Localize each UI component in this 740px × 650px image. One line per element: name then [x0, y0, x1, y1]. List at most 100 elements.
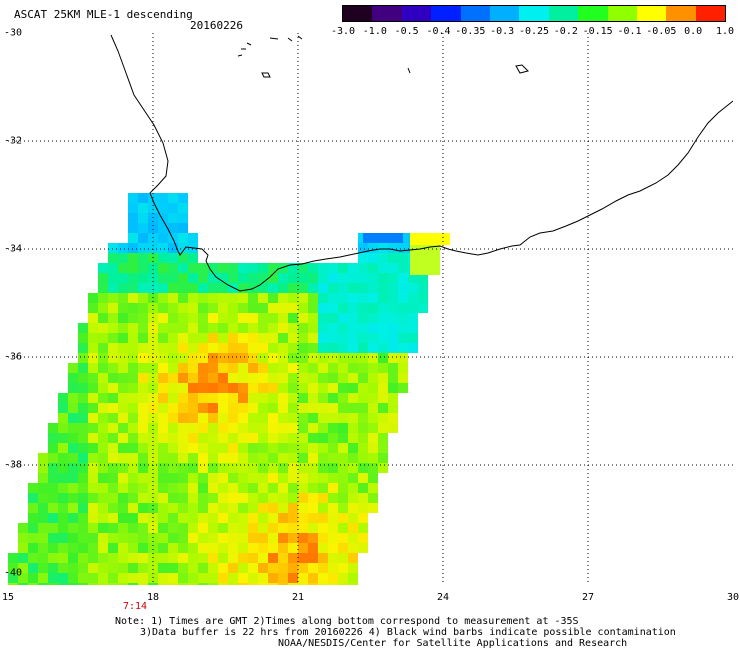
- wind-cell: [268, 343, 278, 353]
- wind-cell: [358, 543, 368, 553]
- wind-cell: [138, 273, 148, 283]
- wind-cell: [238, 543, 248, 553]
- wind-cell: [188, 563, 198, 573]
- wind-cell: [258, 263, 268, 273]
- wind-cell: [198, 483, 208, 493]
- wind-cell: [48, 553, 58, 563]
- wind-cell: [158, 223, 168, 233]
- wind-cell: [368, 393, 378, 403]
- wind-cell: [78, 513, 88, 523]
- wind-cell: [58, 443, 68, 453]
- wind-cell: [128, 453, 138, 463]
- wind-cell: [238, 363, 248, 373]
- wind-cell: [208, 283, 218, 293]
- wind-cell: [318, 273, 328, 283]
- wind-cell: [208, 513, 218, 523]
- wind-cell: [228, 443, 238, 453]
- wind-cell: [338, 533, 348, 543]
- wind-cell: [148, 203, 158, 213]
- wind-cell: [338, 283, 348, 293]
- wind-cell: [178, 453, 188, 463]
- wind-cell: [408, 313, 418, 323]
- wind-cell: [118, 293, 128, 303]
- wind-cell: [358, 363, 368, 373]
- wind-cell: [178, 523, 188, 533]
- wind-cell: [308, 493, 318, 503]
- gridlines: [8, 33, 733, 585]
- wind-cell: [28, 563, 38, 573]
- colorbar-tick-label: -0.25: [518, 26, 550, 37]
- wind-cell: [168, 363, 178, 373]
- wind-cell: [228, 293, 238, 303]
- wind-cell: [188, 393, 198, 403]
- wind-cell: [148, 403, 158, 413]
- wind-cell: [228, 363, 238, 373]
- wind-cell: [108, 253, 118, 263]
- wind-cell: [248, 433, 258, 443]
- wind-cell: [118, 343, 128, 353]
- wind-cell: [28, 513, 38, 523]
- wind-cell: [198, 503, 208, 513]
- wind-cell: [188, 583, 198, 585]
- wind-cell: [268, 273, 278, 283]
- longitude-tick-label: 21: [291, 592, 305, 603]
- wind-cell: [288, 393, 298, 403]
- wind-cell: [338, 373, 348, 383]
- wind-cell: [288, 573, 298, 583]
- wind-cell: [268, 283, 278, 293]
- wind-cell: [88, 323, 98, 333]
- wind-cell: [248, 483, 258, 493]
- wind-cell: [278, 563, 288, 573]
- wind-cell: [238, 403, 248, 413]
- wind-cell: [248, 503, 258, 513]
- wind-cell: [58, 483, 68, 493]
- colorbar-swatch: [401, 6, 432, 21]
- wind-cell: [318, 363, 328, 373]
- colorbar: [342, 5, 726, 22]
- wind-cell: [258, 483, 268, 493]
- wind-cell: [238, 453, 248, 463]
- wind-cell: [88, 373, 98, 383]
- wind-cell: [68, 423, 78, 433]
- wind-cell: [178, 463, 188, 473]
- wind-cell: [378, 243, 388, 253]
- wind-cell: [168, 193, 178, 203]
- wind-cell: [308, 473, 318, 483]
- wind-cell: [308, 343, 318, 353]
- wind-cell: [168, 323, 178, 333]
- wind-cell: [128, 333, 138, 343]
- wind-cell: [368, 423, 378, 433]
- wind-cell: [358, 433, 368, 443]
- wind-cell: [128, 393, 138, 403]
- wind-cell: [208, 563, 218, 573]
- colorbar-swatch: [431, 6, 461, 21]
- wind-cell: [268, 483, 278, 493]
- wind-cell: [348, 503, 358, 513]
- wind-cell: [28, 483, 38, 493]
- wind-cell: [208, 323, 218, 333]
- colorbar-swatch: [489, 6, 520, 21]
- wind-cell: [288, 443, 298, 453]
- wind-cell: [158, 473, 168, 483]
- wind-cell: [248, 303, 258, 313]
- wind-cell: [338, 453, 348, 463]
- wind-cell: [68, 393, 78, 403]
- wind-cell: [398, 373, 408, 383]
- wind-cell: [268, 493, 278, 503]
- wind-cell: [198, 383, 208, 393]
- wind-cell: [198, 323, 208, 333]
- wind-cell: [108, 293, 118, 303]
- wind-cell: [178, 473, 188, 483]
- wind-cell: [208, 383, 218, 393]
- wind-cell: [258, 313, 268, 323]
- wind-cell: [58, 573, 68, 583]
- wind-cell: [218, 463, 228, 473]
- wind-cell: [298, 293, 308, 303]
- wind-cell: [128, 283, 138, 293]
- wind-cell: [138, 343, 148, 353]
- wind-cell: [308, 283, 318, 293]
- wind-cell: [208, 583, 218, 585]
- wind-cell: [48, 463, 58, 473]
- wind-cell: [8, 563, 18, 573]
- wind-cell: [258, 563, 268, 573]
